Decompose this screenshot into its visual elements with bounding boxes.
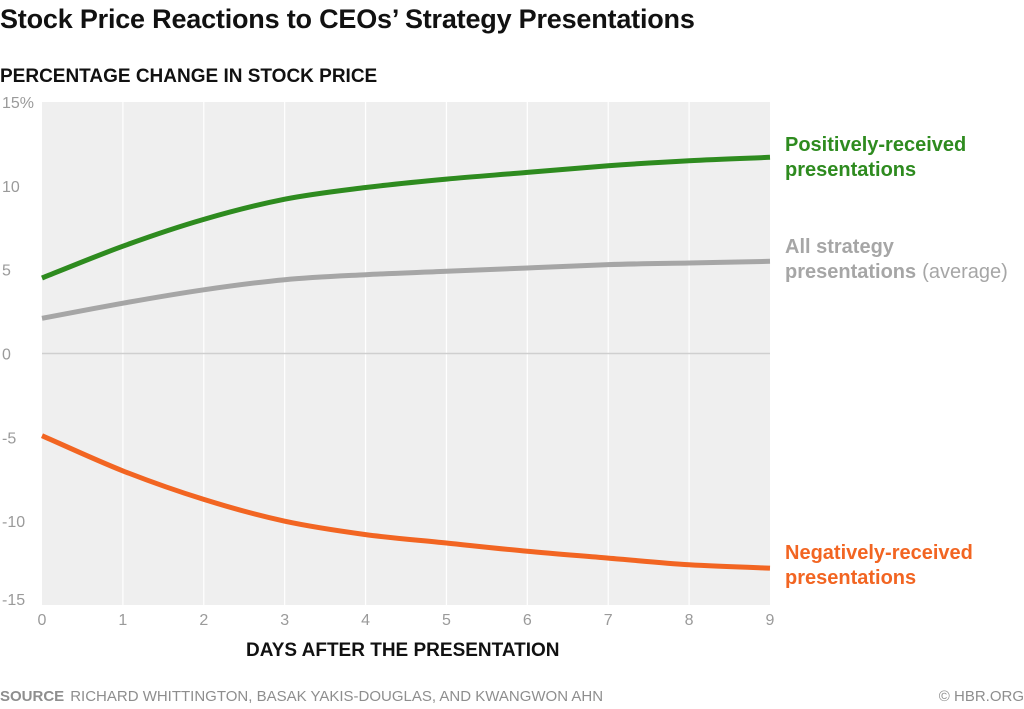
y-tick-label: 5 [2, 263, 11, 280]
copyright-credit: © HBR.ORG [938, 688, 1024, 705]
y-tick-label: 10 [2, 179, 20, 196]
chart-title: Stock Price Reactions to CEOs’ Strategy … [0, 4, 695, 34]
series-line-average [41, 258, 771, 321]
y-axis-label: PERCENTAGE CHANGE IN STOCK PRICE [0, 66, 378, 87]
series-line-positive [41, 154, 771, 281]
series-label-line: presentations [785, 567, 916, 589]
x-tick-label: 1 [118, 612, 127, 629]
series-line-negative [41, 433, 771, 571]
x-tick-label: 3 [280, 612, 289, 629]
y-tick-label: -15 [2, 592, 25, 609]
series-label-suffix: (average) [922, 261, 1008, 283]
x-tick-label: 6 [523, 612, 532, 629]
series-label-positive: Positively-received presentations [785, 134, 966, 181]
x-tick-label: 4 [361, 612, 370, 629]
series-label-line: All strategy [785, 236, 895, 258]
series-label-negative: Negatively-received presentations [785, 542, 973, 589]
series-label-line: Positively-received [785, 134, 966, 156]
x-axis-label: DAYS AFTER THE PRESENTATION [246, 640, 560, 661]
series-label-average: All strategy presentations (average) [785, 236, 1008, 283]
y-tick-label: 15% [2, 95, 34, 112]
x-tick-label: 7 [604, 612, 613, 629]
x-tick-label: 9 [766, 612, 775, 629]
x-tick-label: 8 [685, 612, 694, 629]
source-key: SOURCE [0, 688, 65, 705]
x-tick-label: 5 [442, 612, 451, 629]
series-label-line: presentations [785, 261, 916, 283]
series-label-line: Negatively-received [785, 542, 973, 564]
y-tick-label: -10 [2, 514, 25, 531]
x-tick-label: 0 [38, 612, 47, 629]
y-tick-label: -5 [2, 430, 16, 447]
series-label-line: presentations [785, 159, 916, 181]
source-note: SOURCE RICHARD WHITTINGTON, BASAK YAKIS-D… [0, 688, 603, 706]
source-text: RICHARD WHITTINGTON, BASAK YAKIS-DOUGLAS… [70, 688, 604, 705]
x-tick-label: 2 [199, 612, 208, 629]
y-tick-label: 0 [2, 347, 11, 364]
